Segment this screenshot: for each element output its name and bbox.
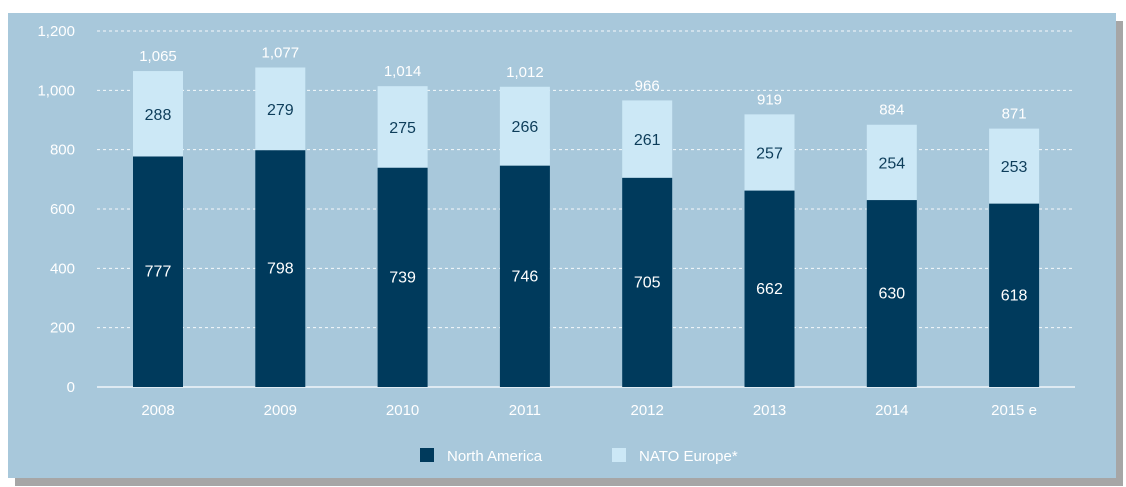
nato-europe-value-label: 261 bbox=[634, 132, 661, 149]
north-america-value-label: 630 bbox=[878, 286, 905, 303]
legend: North America NATO Europe* bbox=[420, 448, 738, 465]
y-tick-label: 600 bbox=[50, 201, 75, 218]
x-tick-label: 2013 bbox=[753, 402, 786, 419]
bar-segment-nato-europe bbox=[744, 114, 795, 191]
total-value-label: 1,077 bbox=[262, 44, 300, 61]
north-america-value-label: 746 bbox=[512, 268, 539, 285]
bar-segment-north-america bbox=[622, 177, 673, 387]
bar-segment-nato-europe bbox=[377, 86, 428, 168]
north-america-value-label: 777 bbox=[145, 264, 172, 281]
total-value-label: 1,012 bbox=[506, 64, 544, 81]
bar-segment-north-america bbox=[989, 203, 1040, 387]
y-tick-label: 400 bbox=[50, 260, 75, 277]
north-america-value-label: 705 bbox=[634, 274, 661, 291]
x-tick-label: 2008 bbox=[141, 402, 174, 419]
total-value-label: 966 bbox=[635, 77, 660, 94]
y-axis: 0 200 400 600 800 1,000 1,200 bbox=[37, 23, 75, 396]
x-tick-label: 2014 bbox=[875, 402, 908, 419]
y-tick-label: 800 bbox=[50, 142, 75, 159]
nato-europe-value-label: 254 bbox=[878, 155, 905, 172]
bar-segment-nato-europe bbox=[989, 128, 1040, 204]
nato-europe-value-label: 288 bbox=[145, 107, 172, 124]
x-axis: 2008 2009 2010 2011 2012 2013 2014 2015 e bbox=[141, 402, 1037, 419]
north-america-value-label: 662 bbox=[756, 281, 783, 298]
bar-segment-north-america bbox=[255, 150, 306, 387]
legend-swatch-nato-europe bbox=[612, 448, 626, 462]
north-america-value-label: 739 bbox=[389, 269, 416, 286]
x-tick-label: 2011 bbox=[509, 402, 541, 419]
bars bbox=[133, 67, 1040, 387]
bar-segment-nato-europe bbox=[622, 100, 673, 178]
nato-europe-value-label: 266 bbox=[512, 119, 539, 136]
x-tick-label: 2015 e bbox=[991, 402, 1037, 419]
north-america-value-label: 618 bbox=[1001, 287, 1028, 304]
nato-europe-value-label: 253 bbox=[1001, 159, 1028, 176]
bar-segment-nato-europe bbox=[133, 71, 183, 157]
nato-europe-value-label: 257 bbox=[756, 145, 783, 162]
total-value-label: 884 bbox=[879, 102, 904, 119]
legend-label-nato-europe: NATO Europe* bbox=[639, 448, 738, 465]
total-value-label: 919 bbox=[757, 91, 782, 108]
total-value-label: 1,014 bbox=[384, 63, 422, 80]
grid-lines bbox=[97, 30, 1075, 388]
nato-europe-value-label: 275 bbox=[389, 120, 416, 137]
y-tick-label: 0 bbox=[67, 379, 75, 396]
data-labels: 777 288 1,065 798 279 1,077 739 275 1,014 746 266 1… bbox=[139, 44, 1027, 304]
y-tick-label: 1,200 bbox=[37, 23, 75, 40]
y-tick-label: 200 bbox=[50, 320, 75, 337]
legend-swatch-north-america bbox=[420, 448, 434, 462]
bar-segment-nato-europe bbox=[499, 86, 550, 166]
x-tick-label: 2009 bbox=[264, 402, 297, 419]
x-tick-label: 2010 bbox=[386, 402, 419, 419]
bar-segment-nato-europe bbox=[866, 124, 917, 201]
bar-segment-north-america bbox=[744, 190, 795, 387]
bar-segment-nato-europe bbox=[255, 67, 306, 151]
bar-segment-north-america bbox=[499, 165, 550, 387]
nato-europe-value-label: 279 bbox=[267, 102, 294, 119]
total-value-label: 871 bbox=[1002, 106, 1027, 123]
legend-label-north-america: North America bbox=[447, 448, 543, 465]
total-value-label: 1,065 bbox=[139, 48, 177, 65]
bar-segment-north-america bbox=[133, 156, 183, 387]
bar-segment-north-america bbox=[866, 200, 917, 387]
x-tick-label: 2012 bbox=[631, 402, 664, 419]
y-tick-label: 1,000 bbox=[37, 82, 75, 99]
bar-segment-north-america bbox=[377, 167, 428, 387]
north-america-value-label: 798 bbox=[267, 261, 294, 278]
